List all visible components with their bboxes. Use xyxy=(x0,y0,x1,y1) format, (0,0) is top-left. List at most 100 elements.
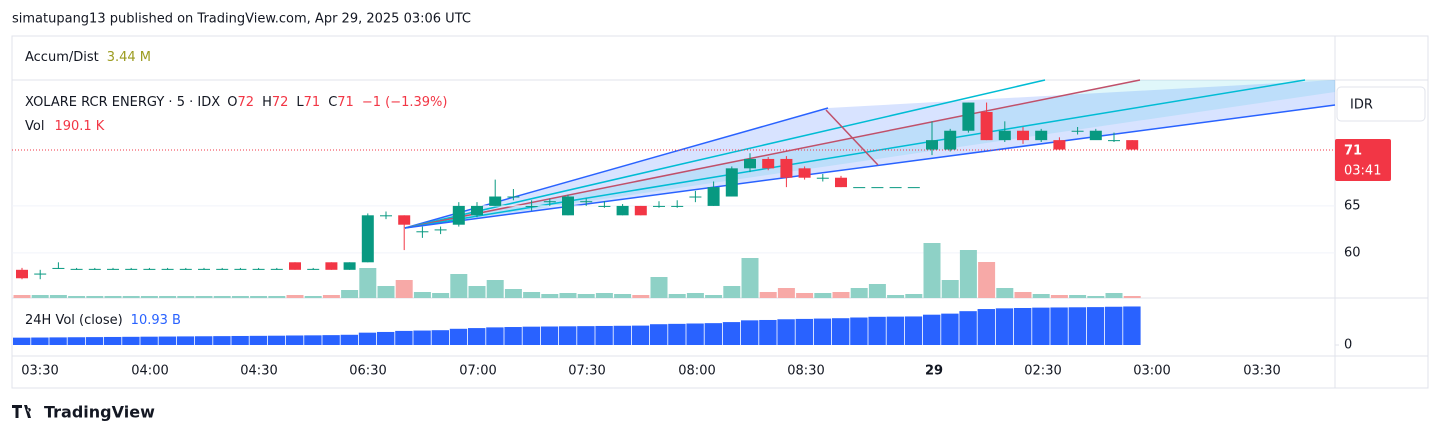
fib-fan xyxy=(404,79,1336,229)
candle-body xyxy=(962,102,975,131)
candle-body xyxy=(361,215,374,263)
vol24-bar xyxy=(358,332,377,345)
volume-bar xyxy=(68,296,86,298)
candle-body xyxy=(616,205,629,216)
candle-body xyxy=(816,177,829,179)
vol24-bar xyxy=(413,330,431,345)
vol24-bar xyxy=(176,336,195,345)
vol24-bar xyxy=(322,335,340,345)
candle-body xyxy=(562,196,574,216)
candle-body xyxy=(434,229,447,231)
vol24-bar xyxy=(559,326,577,345)
y2-tick-label: 0 xyxy=(1344,338,1352,353)
fan-fill xyxy=(405,80,1335,228)
last-price-time: 03:41 xyxy=(1344,164,1381,179)
candle-body xyxy=(489,196,502,206)
x-tick-label: 03:30 xyxy=(1243,364,1280,379)
vol24-bar xyxy=(1032,307,1050,345)
candle-body xyxy=(507,196,520,198)
vol-legend: Vol 190.1 K xyxy=(25,119,105,134)
candle-body xyxy=(998,130,1011,141)
candle-body xyxy=(853,187,866,189)
volume-bar xyxy=(1105,293,1123,298)
change: −1 (−1.39%) xyxy=(362,95,448,110)
candle-body xyxy=(762,158,775,169)
volume-bar xyxy=(13,295,31,298)
vol24-bar xyxy=(777,319,795,345)
h-value: 72 xyxy=(272,95,289,110)
last-price-box xyxy=(1335,139,1391,181)
volume-bar xyxy=(286,295,304,298)
vol24-bar xyxy=(668,323,686,345)
volume-bar xyxy=(359,268,377,298)
logo-icon xyxy=(12,405,31,418)
x-tick-label: 07:00 xyxy=(459,364,496,379)
candle-body xyxy=(1089,130,1102,141)
volume-bar xyxy=(1069,295,1087,298)
volume-bar xyxy=(1123,296,1141,298)
candle-body xyxy=(252,268,265,270)
volume-bar xyxy=(468,286,486,298)
volume-bar xyxy=(923,243,941,298)
fan-line xyxy=(404,79,1141,229)
x-tick-label: 04:30 xyxy=(240,364,277,379)
volume-bar xyxy=(523,292,541,298)
vol24-bar xyxy=(1050,307,1068,345)
l-value: 71 xyxy=(304,95,321,110)
volume-bar xyxy=(559,293,577,298)
volume-bar xyxy=(723,286,741,298)
candle-body xyxy=(34,273,47,275)
vol24-bar xyxy=(431,330,449,345)
currency[interactable]: IDR xyxy=(1350,98,1373,113)
candle-body xyxy=(653,205,665,207)
volume-bar xyxy=(49,295,67,298)
vol24-bar xyxy=(158,336,176,345)
candle-body xyxy=(980,111,993,141)
volume-bar xyxy=(450,274,468,298)
volume-bar xyxy=(996,288,1014,298)
candle-body xyxy=(234,268,247,270)
volume-bar xyxy=(705,295,723,298)
volume-bar xyxy=(868,284,886,298)
candle-body xyxy=(1071,130,1084,132)
candle-body xyxy=(580,201,593,203)
o-value: 72 xyxy=(238,95,255,110)
vol24-bar xyxy=(13,337,31,345)
vol24-bar xyxy=(613,325,631,345)
vol24-bar xyxy=(449,328,468,345)
candle-body xyxy=(707,187,720,206)
vol24-bar xyxy=(468,328,486,345)
candle-body xyxy=(926,140,938,150)
vol24-bar xyxy=(486,327,504,345)
currency-button[interactable] xyxy=(1336,86,1426,122)
vol24-bar xyxy=(650,324,668,345)
volume-bar xyxy=(741,258,759,298)
volume-bar xyxy=(177,296,195,298)
volume-bar xyxy=(250,296,268,298)
vol24-bar xyxy=(941,313,959,345)
vol24-bar xyxy=(977,309,995,345)
candle-body xyxy=(671,205,684,207)
vol24-bar xyxy=(832,318,850,345)
x-tick-label: 03:30 xyxy=(21,364,58,379)
volume-bar xyxy=(213,296,231,298)
candle-body xyxy=(125,268,138,270)
vol24-bar xyxy=(595,325,613,345)
volume-bar xyxy=(541,294,559,298)
volume-bar xyxy=(577,294,595,298)
candle-body xyxy=(16,269,28,279)
volume-bar xyxy=(777,288,795,298)
vol24-legend: 24H Vol (close) 10.93 B xyxy=(25,313,181,328)
candle-body xyxy=(325,262,338,270)
volume-bar xyxy=(1014,292,1032,298)
candle-body xyxy=(143,268,156,270)
volume-bar xyxy=(850,288,868,298)
candle-body xyxy=(216,268,229,270)
y-tick-label: 60 xyxy=(1344,245,1361,260)
fan-line xyxy=(404,79,1046,229)
vol24-bar xyxy=(104,336,122,345)
x-tick-label: 29 xyxy=(925,364,943,379)
volume-bar xyxy=(1050,295,1068,298)
last-price: 71 xyxy=(1344,144,1362,159)
